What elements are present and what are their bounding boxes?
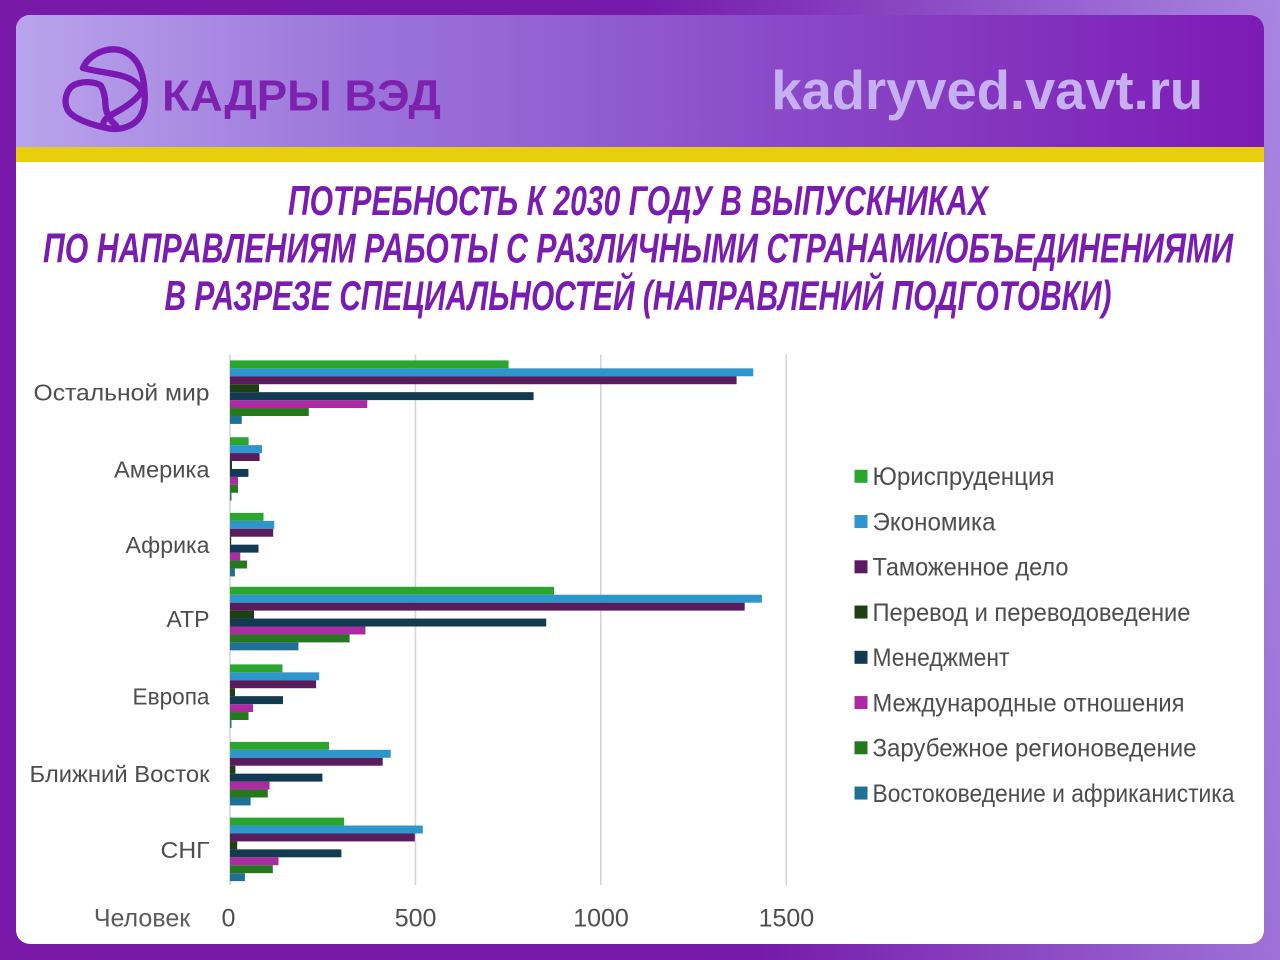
svg-text:Перевод и переводоведение: Перевод и переводоведение — [873, 599, 1191, 627]
svg-text:Африка: Африка — [126, 532, 211, 558]
svg-text:СНГ: СНГ — [161, 837, 210, 863]
svg-text:Международные отношения: Международные отношения — [873, 689, 1185, 717]
svg-text:АТР: АТР — [167, 606, 210, 632]
svg-text:КАДРЫ ВЭД: КАДРЫ ВЭД — [162, 72, 441, 121]
svg-text:kadryved.vavt.ru: kadryved.vavt.ru — [771, 60, 1203, 121]
svg-text:ПОТРЕБНОСТЬ К 2030 ГОДУ В ВЫПУ: ПОТРЕБНОСТЬ К 2030 ГОДУ В ВЫПУСКНИКАХ — [288, 177, 990, 224]
svg-text:Человек: Человек — [94, 905, 191, 933]
svg-text:В РАЗРЕЗЕ СПЕЦИАЛЬНОСТЕЙ (НАПР: В РАЗРЕЗЕ СПЕЦИАЛЬНОСТЕЙ (НАПРАВЛЕНИЙ ПО… — [165, 270, 1112, 319]
svg-text:Менеджмент: Менеджмент — [873, 644, 1010, 672]
svg-text:1500: 1500 — [759, 905, 815, 933]
svg-text:Востоковедение и африканистика: Востоковедение и африканистика — [873, 780, 1235, 808]
svg-text:0: 0 — [222, 905, 236, 933]
svg-text:Экономика: Экономика — [873, 508, 996, 536]
svg-text:1000: 1000 — [573, 905, 629, 933]
svg-text:Таможенное дело: Таможенное дело — [873, 554, 1069, 582]
svg-text:Остальной мир: Остальной мир — [34, 380, 210, 406]
svg-text:Ближний Восток: Ближний Восток — [30, 761, 211, 787]
svg-text:Зарубежное регионоведение: Зарубежное регионоведение — [873, 735, 1197, 763]
svg-text:Европа: Европа — [133, 684, 211, 710]
svg-text:Юриспруденция: Юриспруденция — [873, 463, 1055, 491]
svg-text:ПО НАПРАВЛЕНИЯМ РАБОТЫ С РАЗЛИ: ПО НАПРАВЛЕНИЯМ РАБОТЫ С РАЗЛИЧНЫМИ СТРА… — [43, 225, 1234, 272]
svg-text:Америка: Америка — [114, 457, 210, 483]
svg-text:500: 500 — [395, 905, 437, 933]
